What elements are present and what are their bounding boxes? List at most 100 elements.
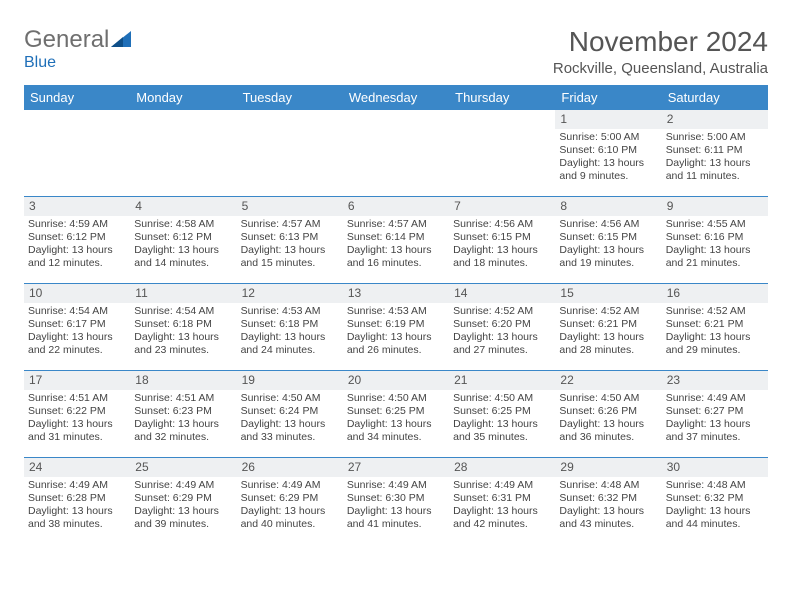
calendar-row: 24Sunrise: 4:49 AMSunset: 6:28 PMDayligh…	[24, 458, 768, 544]
calendar-cell: 15Sunrise: 4:52 AMSunset: 6:21 PMDayligh…	[555, 284, 661, 370]
sunrise-text: Sunrise: 4:49 AM	[241, 479, 339, 492]
day-number: 23	[662, 371, 768, 390]
sunset-text: Sunset: 6:18 PM	[241, 318, 339, 331]
sunrise-text: Sunrise: 4:54 AM	[28, 305, 126, 318]
dayhead-monday: Monday	[130, 85, 236, 110]
day-number: 30	[662, 458, 768, 477]
daylight-text: Daylight: 13 hours and 14 minutes.	[134, 244, 232, 270]
sunset-text: Sunset: 6:25 PM	[347, 405, 445, 418]
sunrise-text: Sunrise: 4:52 AM	[666, 305, 764, 318]
calendar-cell: 7Sunrise: 4:56 AMSunset: 6:15 PMDaylight…	[449, 197, 555, 283]
sunset-text: Sunset: 6:32 PM	[559, 492, 657, 505]
calendar-cell	[237, 110, 343, 196]
calendar-cell: 6Sunrise: 4:57 AMSunset: 6:14 PMDaylight…	[343, 197, 449, 283]
title-block: November 2024 Rockville, Queensland, Aus…	[553, 26, 768, 77]
sunrise-text: Sunrise: 4:50 AM	[241, 392, 339, 405]
calendar-cell: 11Sunrise: 4:54 AMSunset: 6:18 PMDayligh…	[130, 284, 236, 370]
sunrise-text: Sunrise: 4:49 AM	[666, 392, 764, 405]
sunrise-text: Sunrise: 4:57 AM	[347, 218, 445, 231]
sunset-text: Sunset: 6:18 PM	[134, 318, 232, 331]
calendar-header-row: Sunday Monday Tuesday Wednesday Thursday…	[24, 85, 768, 110]
calendar: Sunday Monday Tuesday Wednesday Thursday…	[24, 85, 768, 544]
day-number: 18	[130, 371, 236, 390]
day-number: 7	[449, 197, 555, 216]
day-number: 15	[555, 284, 661, 303]
day-number: 13	[343, 284, 449, 303]
day-number: 24	[24, 458, 130, 477]
day-number: 27	[343, 458, 449, 477]
day-number: 1	[555, 110, 661, 129]
sunrise-text: Sunrise: 4:52 AM	[453, 305, 551, 318]
sunset-text: Sunset: 6:21 PM	[666, 318, 764, 331]
calendar-cell: 23Sunrise: 4:49 AMSunset: 6:27 PMDayligh…	[662, 371, 768, 457]
day-number: 9	[662, 197, 768, 216]
sunrise-text: Sunrise: 4:50 AM	[347, 392, 445, 405]
sunset-text: Sunset: 6:30 PM	[347, 492, 445, 505]
daylight-text: Daylight: 13 hours and 26 minutes.	[347, 331, 445, 357]
sunrise-text: Sunrise: 4:48 AM	[666, 479, 764, 492]
sunset-text: Sunset: 6:26 PM	[559, 405, 657, 418]
day-number: 22	[555, 371, 661, 390]
calendar-row: 17Sunrise: 4:51 AMSunset: 6:22 PMDayligh…	[24, 371, 768, 458]
calendar-cell	[130, 110, 236, 196]
sunset-text: Sunset: 6:20 PM	[453, 318, 551, 331]
day-number: 6	[343, 197, 449, 216]
sunrise-text: Sunrise: 4:51 AM	[134, 392, 232, 405]
calendar-cell: 27Sunrise: 4:49 AMSunset: 6:30 PMDayligh…	[343, 458, 449, 544]
sunset-text: Sunset: 6:10 PM	[559, 144, 657, 157]
day-number: 17	[24, 371, 130, 390]
sunrise-text: Sunrise: 4:57 AM	[241, 218, 339, 231]
daylight-text: Daylight: 13 hours and 33 minutes.	[241, 418, 339, 444]
calendar-row: 10Sunrise: 4:54 AMSunset: 6:17 PMDayligh…	[24, 284, 768, 371]
dayhead-saturday: Saturday	[662, 85, 768, 110]
sunset-text: Sunset: 6:17 PM	[28, 318, 126, 331]
day-number	[237, 110, 343, 129]
day-number: 28	[449, 458, 555, 477]
sunset-text: Sunset: 6:13 PM	[241, 231, 339, 244]
daylight-text: Daylight: 13 hours and 40 minutes.	[241, 505, 339, 531]
daylight-text: Daylight: 13 hours and 27 minutes.	[453, 331, 551, 357]
day-number: 12	[237, 284, 343, 303]
day-number	[343, 110, 449, 129]
day-number: 5	[237, 197, 343, 216]
daylight-text: Daylight: 13 hours and 32 minutes.	[134, 418, 232, 444]
dayhead-sunday: Sunday	[24, 85, 130, 110]
daylight-text: Daylight: 13 hours and 41 minutes.	[347, 505, 445, 531]
daylight-text: Daylight: 13 hours and 35 minutes.	[453, 418, 551, 444]
daylight-text: Daylight: 13 hours and 24 minutes.	[241, 331, 339, 357]
sunrise-text: Sunrise: 4:50 AM	[559, 392, 657, 405]
sunset-text: Sunset: 6:12 PM	[134, 231, 232, 244]
header: General Blue November 2024 Rockville, Qu…	[24, 26, 768, 77]
sunrise-text: Sunrise: 4:53 AM	[347, 305, 445, 318]
sunrise-text: Sunrise: 4:50 AM	[453, 392, 551, 405]
sunset-text: Sunset: 6:32 PM	[666, 492, 764, 505]
sunrise-text: Sunrise: 4:58 AM	[134, 218, 232, 231]
day-number: 2	[662, 110, 768, 129]
day-number	[130, 110, 236, 129]
location-text: Rockville, Queensland, Australia	[553, 60, 768, 77]
calendar-cell: 17Sunrise: 4:51 AMSunset: 6:22 PMDayligh…	[24, 371, 130, 457]
calendar-cell: 25Sunrise: 4:49 AMSunset: 6:29 PMDayligh…	[130, 458, 236, 544]
sunrise-text: Sunrise: 4:54 AM	[134, 305, 232, 318]
sunset-text: Sunset: 6:12 PM	[28, 231, 126, 244]
calendar-cell: 19Sunrise: 4:50 AMSunset: 6:24 PMDayligh…	[237, 371, 343, 457]
daylight-text: Daylight: 13 hours and 16 minutes.	[347, 244, 445, 270]
calendar-cell: 8Sunrise: 4:56 AMSunset: 6:15 PMDaylight…	[555, 197, 661, 283]
daylight-text: Daylight: 13 hours and 44 minutes.	[666, 505, 764, 531]
daylight-text: Daylight: 13 hours and 18 minutes.	[453, 244, 551, 270]
dayhead-tuesday: Tuesday	[237, 85, 343, 110]
daylight-text: Daylight: 13 hours and 38 minutes.	[28, 505, 126, 531]
logo-text-blue: Blue	[24, 54, 56, 71]
daylight-text: Daylight: 13 hours and 9 minutes.	[559, 157, 657, 183]
calendar-cell: 5Sunrise: 4:57 AMSunset: 6:13 PMDaylight…	[237, 197, 343, 283]
calendar-cell	[343, 110, 449, 196]
day-number: 8	[555, 197, 661, 216]
calendar-cell: 4Sunrise: 4:58 AMSunset: 6:12 PMDaylight…	[130, 197, 236, 283]
calendar-cell: 18Sunrise: 4:51 AMSunset: 6:23 PMDayligh…	[130, 371, 236, 457]
calendar-cell: 30 Sunrise: 4:48 AMSunset: 6:32 PMDayligh…	[662, 458, 768, 544]
dayhead-friday: Friday	[555, 85, 661, 110]
calendar-cell: 13Sunrise: 4:53 AMSunset: 6:19 PMDayligh…	[343, 284, 449, 370]
daylight-text: Daylight: 13 hours and 34 minutes.	[347, 418, 445, 444]
daylight-text: Daylight: 13 hours and 23 minutes.	[134, 331, 232, 357]
sunrise-text: Sunrise: 4:52 AM	[559, 305, 657, 318]
